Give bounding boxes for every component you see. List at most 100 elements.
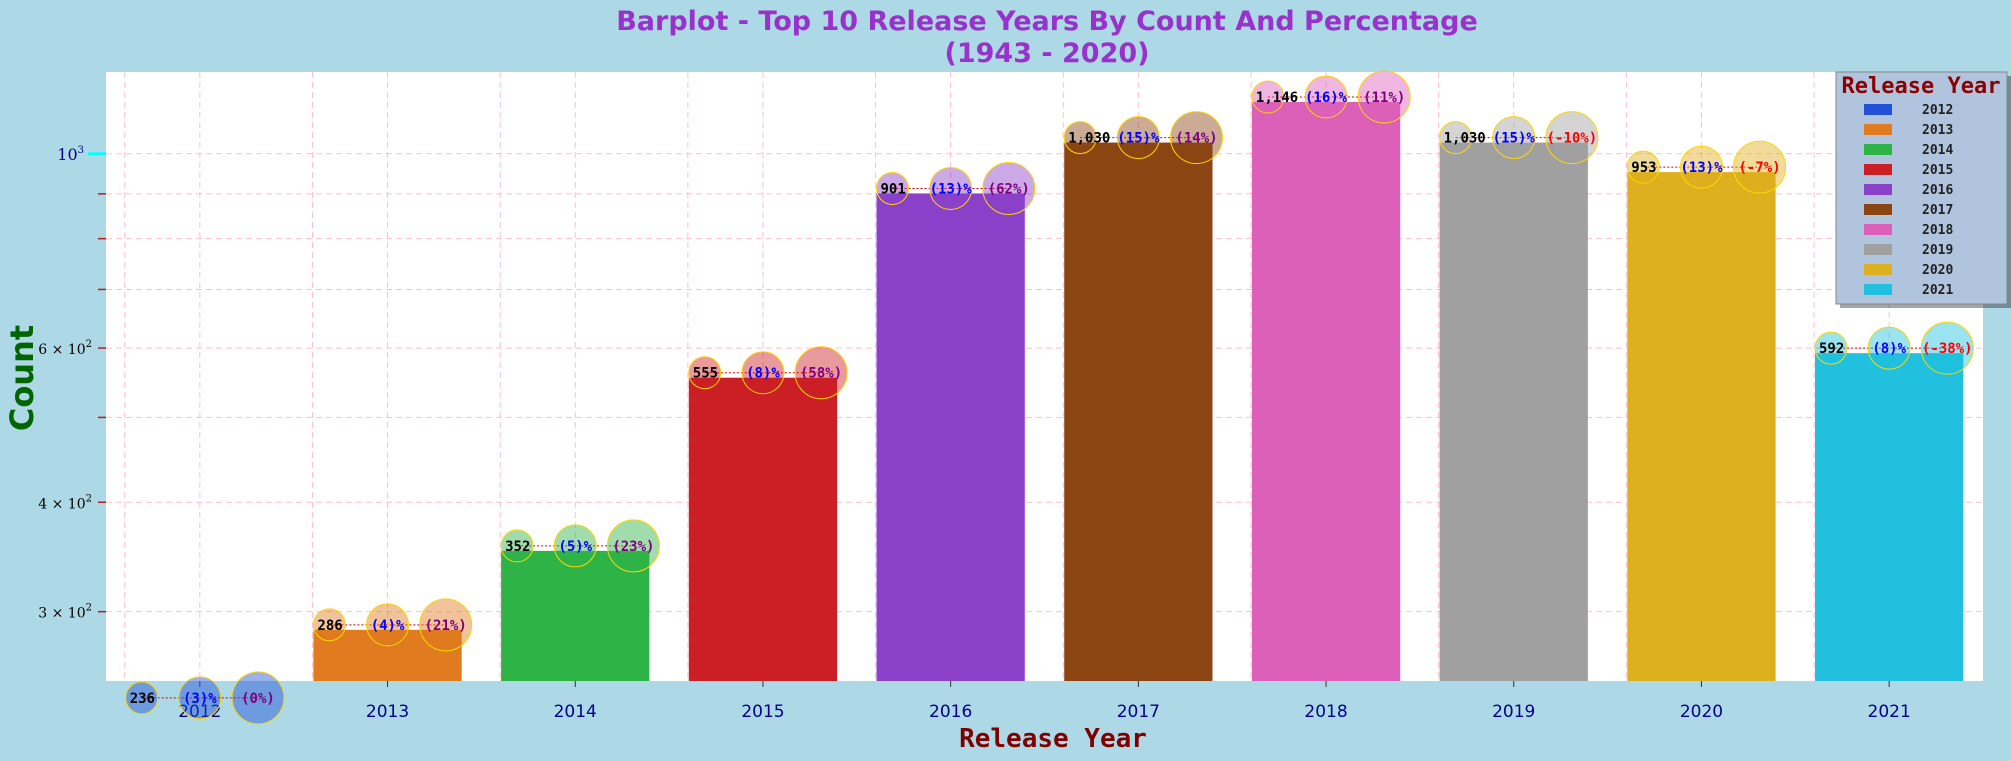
percent-label: (8)%: [1872, 341, 1906, 357]
change-label: (62%): [988, 181, 1030, 197]
legend-entry-2013: 2013: [1922, 123, 1953, 138]
count-label: 555: [693, 366, 718, 382]
legend: Release Year 201220132014201520162017201…: [1835, 71, 2011, 308]
label-bubble: [1116, 116, 1160, 160]
label-bubble: [419, 598, 473, 652]
bar-2016: [876, 193, 1025, 681]
bar-2015: [688, 377, 838, 681]
change-label: (21%): [425, 618, 467, 634]
bar-2019: [1439, 142, 1588, 681]
bar-2021: [1815, 353, 1964, 681]
x-tick-label: 2020: [1680, 702, 1723, 722]
count-label: 592: [1819, 341, 1844, 357]
label-bubble: [1733, 140, 1787, 194]
label-bubble: [1545, 111, 1599, 165]
label-bubble: [1920, 321, 1974, 375]
x-tick-label: 2019: [1492, 702, 1535, 722]
legend-swatch: [1864, 164, 1892, 175]
legend-entry-2018: 2018: [1922, 223, 1953, 238]
legend-entry-2019: 2019: [1922, 243, 1953, 258]
change-label: (11%): [1363, 90, 1405, 106]
legend-entry-2012: 2012: [1922, 103, 1953, 118]
label-bubble: [1626, 150, 1660, 184]
legend-entry-2014: 2014: [1922, 143, 1953, 158]
label-bubble: [125, 681, 159, 715]
label-bubble: [1304, 75, 1348, 119]
label-bubble: [1063, 121, 1097, 155]
change-label: (-10%): [1547, 131, 1598, 147]
label-bubble: [741, 351, 785, 395]
percent-label: (8)%: [746, 366, 780, 382]
chart-title: Barplot - Top 10 Release Years By Count …: [616, 6, 1478, 37]
count-label: 236: [130, 691, 155, 707]
percent-label: (4)%: [371, 618, 405, 634]
count-label: 1,146: [1256, 90, 1298, 106]
change-label: (58%): [800, 366, 842, 382]
label-bubble: [231, 671, 285, 725]
y-tick-label: 4 × 102: [38, 493, 92, 512]
count-label: 1,030: [1444, 131, 1486, 147]
legend-swatch: [1864, 204, 1892, 215]
label-bubble: [1867, 326, 1911, 370]
change-label: (-38%): [1922, 341, 1973, 357]
percent-label: (5)%: [558, 539, 592, 555]
x-tick-label: 2014: [554, 702, 597, 722]
bar-2018: [1251, 101, 1401, 682]
label-bubble: [794, 346, 848, 400]
legend-swatch: [1864, 184, 1892, 195]
label-bubble: [688, 356, 722, 390]
legend-entry-2016: 2016: [1922, 183, 1953, 198]
legend-swatch: [1864, 224, 1892, 235]
legend-swatch: [1864, 104, 1892, 115]
percent-label: (15)%: [1117, 131, 1160, 147]
change-label: (0%): [241, 691, 275, 707]
y-tick-label: 3 × 102: [38, 603, 92, 622]
percent-label: (16)%: [1305, 90, 1348, 106]
count-label: 352: [505, 539, 530, 555]
x-tick-label: 2012: [178, 702, 221, 722]
label-bubble: [982, 161, 1036, 215]
label-bubble: [929, 166, 973, 210]
label-bubble: [1814, 331, 1848, 365]
legend-entry-2017: 2017: [1922, 203, 1953, 218]
percent-label: (3)%: [183, 691, 217, 707]
legend-swatch: [1864, 244, 1892, 255]
label-bubble: [606, 519, 660, 573]
label-bubble: [876, 171, 910, 205]
x-axis-label: Release Year: [959, 724, 1147, 754]
legend-title: Release Year: [1842, 74, 2001, 99]
x-tick-label: 2013: [366, 702, 409, 722]
label-bubble: [1492, 116, 1536, 160]
count-label: 953: [1631, 160, 1656, 176]
label-bubble: [553, 524, 597, 568]
chart-subtitle: (1943 - 2020): [945, 38, 1150, 69]
percent-label: (15)%: [1493, 131, 1536, 147]
count-label: 286: [317, 618, 342, 634]
label-bubble: [500, 529, 534, 563]
legend-swatch: [1864, 264, 1892, 275]
x-tick-label: 2015: [741, 702, 784, 722]
y-axis-label: Count: [3, 325, 41, 431]
y-tick-label: 6 × 102: [38, 339, 92, 358]
label-bubble: [366, 603, 410, 647]
y-tick-label: 103: [57, 145, 84, 164]
percent-label: (13)%: [930, 181, 973, 197]
data-labels: 236 (3)% (0%) 286 (4)% (21%) 352 (5)% (23%) 555 (8…: [125, 70, 1974, 725]
label-bubble: [178, 676, 222, 720]
legend-entries: 2012 2013 2014 2015 2016 2017 2018 2019 2020 2021: [1864, 103, 1953, 298]
bar-2014: [501, 550, 650, 681]
label-bubble: [312, 608, 346, 642]
change-label: (-7%): [1739, 160, 1781, 176]
bar-2017: [1064, 142, 1213, 681]
label-bubble: [1439, 121, 1473, 155]
legend-swatch: [1864, 284, 1892, 295]
x-tick-label: 2016: [929, 702, 972, 722]
label-bubble: [1679, 145, 1723, 189]
label-bubble: [1169, 111, 1223, 165]
count-label: 1,030: [1068, 131, 1110, 147]
percent-label: (13)%: [1680, 160, 1723, 176]
bar-2020: [1627, 172, 1776, 681]
legend-swatch: [1864, 144, 1892, 155]
count-label: 901: [881, 181, 906, 197]
